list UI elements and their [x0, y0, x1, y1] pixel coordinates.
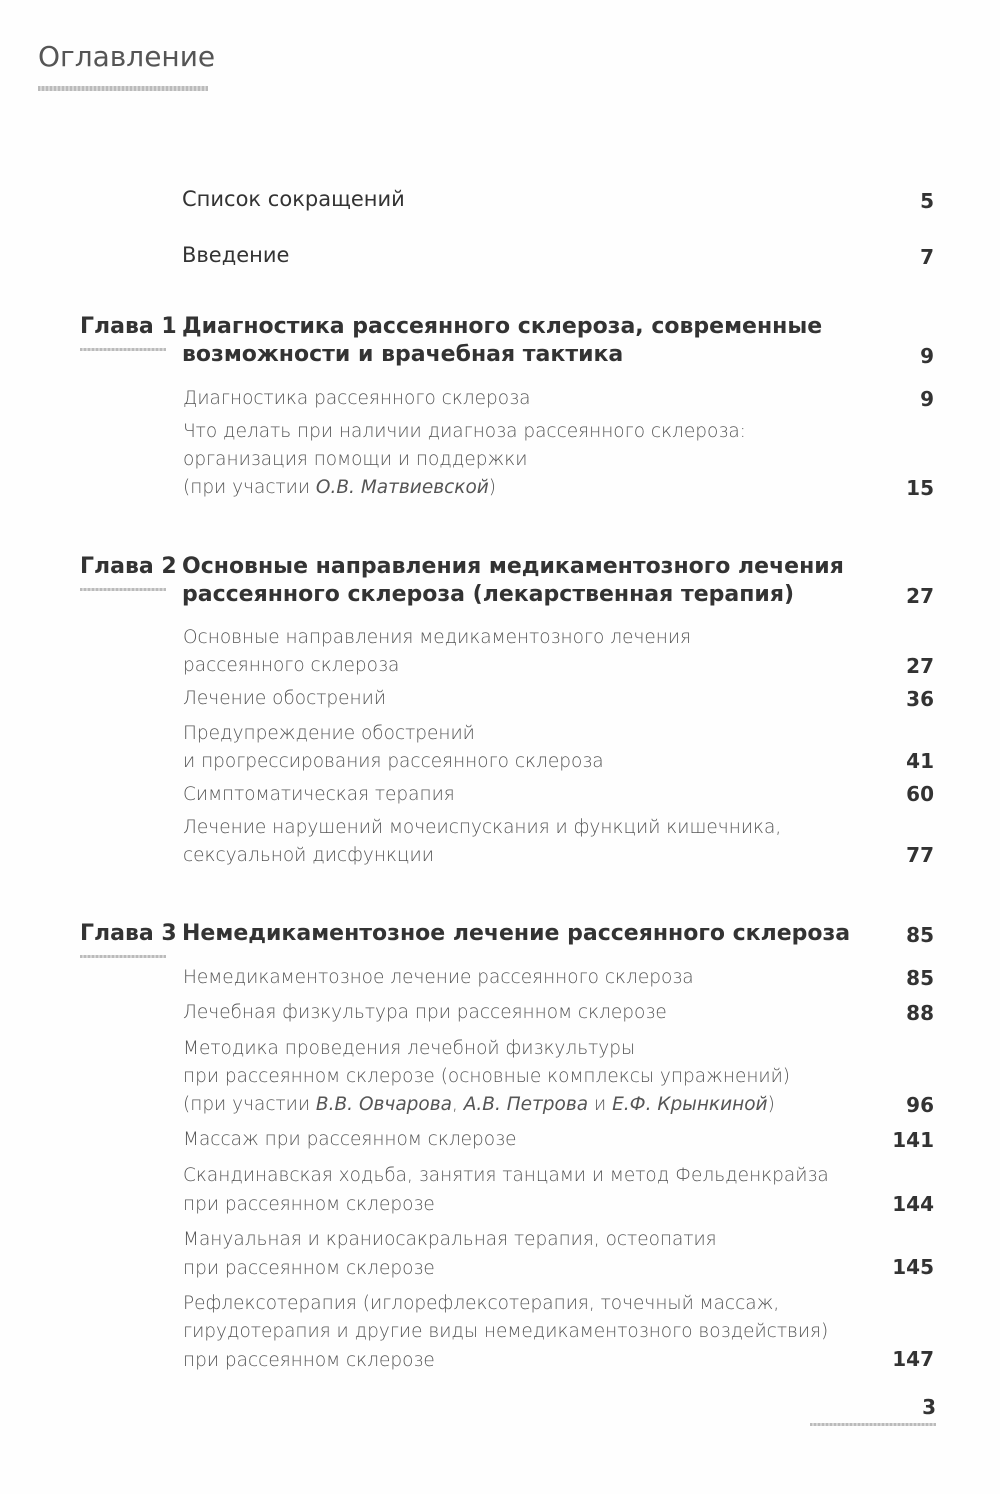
page-ref: 15 — [906, 476, 934, 500]
page-number-underline — [810, 1423, 936, 1426]
toc-section: Лечение обострений — [183, 688, 387, 709]
toc-section: гирудотерапия и другие виды немедикамент… — [183, 1321, 829, 1342]
chapter-underline — [80, 348, 166, 351]
toc-section: (при участии О.В. Матвиевской) — [183, 477, 496, 498]
title-underline — [38, 86, 208, 91]
chapter-title: возможности и врачебная тактика — [182, 342, 624, 367]
toc-entry-introduction: Введение — [182, 243, 290, 267]
toc-section: Методика проведения лечебной физкультуры — [183, 1038, 636, 1059]
text: , — [451, 1094, 464, 1115]
page-ref: 9 — [920, 344, 934, 368]
page-number: 3 — [922, 1395, 936, 1419]
page-ref: 85 — [906, 923, 934, 947]
page-ref: 27 — [906, 584, 934, 608]
toc-section: организация помощи и поддержки — [183, 449, 528, 470]
toc-section: Диагностика рассеянного склероза — [183, 388, 531, 409]
text: ) — [488, 477, 497, 498]
page-ref: 9 — [920, 387, 934, 411]
page-ref: 96 — [906, 1093, 934, 1117]
toc-section: сексуальной дисфункции — [183, 845, 434, 866]
text: (при участии — [183, 1094, 316, 1115]
contributor: О.В. Матвиевской — [315, 477, 489, 498]
text: ) — [767, 1094, 775, 1115]
text: (при участии — [183, 477, 316, 498]
toc-section: Лечение нарушений мочеиспускания и функц… — [183, 817, 782, 838]
page-ref: 41 — [906, 749, 934, 773]
toc-section: Массаж при рассеянном склерозе — [183, 1129, 517, 1150]
page-ref: 147 — [892, 1347, 934, 1371]
toc-section: при рассеянном склерозе — [183, 1258, 435, 1279]
toc-section: Лечебная физкультура при рассеянном скле… — [183, 1002, 667, 1023]
chapter-title: рассеянного склероза (лекарственная тера… — [182, 582, 795, 607]
toc-section: Мануальная и краниосакральная терапия, о… — [183, 1229, 717, 1250]
text: и — [588, 1094, 613, 1115]
page-ref: 7 — [920, 245, 934, 269]
page-ref: 36 — [906, 687, 934, 711]
page-ref: 88 — [906, 1001, 934, 1025]
page-ref: 144 — [892, 1192, 934, 1216]
page-ref: 60 — [906, 782, 934, 806]
chapter-title: Диагностика рассеянного склероза, соврем… — [182, 314, 823, 339]
chapter-label: Глава 3 — [80, 921, 177, 946]
toc-section: при рассеянном склерозе (основные компле… — [183, 1066, 791, 1087]
toc-section: Основные направления медикаментозного ле… — [183, 627, 691, 648]
toc-section: и прогрессирования рассеянного склероза — [183, 751, 604, 772]
toc-section: Немедикаментозное лечение рассеянного ск… — [183, 967, 694, 988]
toc-section: (при участии В.В. Овчарова, А.В. Петрова… — [183, 1094, 775, 1115]
toc-entry-abbreviations: Список сокращений — [182, 187, 405, 211]
chapter-label: Глава 1 — [80, 314, 177, 339]
page-title: Оглавление — [38, 40, 216, 73]
page-ref: 141 — [892, 1128, 934, 1152]
page-ref: 77 — [906, 843, 934, 867]
page-ref: 85 — [906, 966, 934, 990]
toc-section: Скандинавская ходьба, занятия танцами и … — [183, 1165, 829, 1186]
toc-section: Симптоматическая терапия — [183, 784, 455, 805]
contributor: В.В. Овчарова — [315, 1094, 452, 1115]
contributor: А.В. Петрова — [463, 1094, 589, 1115]
toc-section: Что делать при наличии диагноза рассеянн… — [183, 421, 746, 442]
chapter-underline — [80, 955, 166, 958]
page-ref: 145 — [892, 1255, 934, 1279]
chapter-label: Глава 2 — [80, 554, 177, 579]
chapter-title: Основные направления медикаментозного ле… — [182, 554, 844, 579]
chapter-title: Немедикаментозное лечение рассеянного ск… — [182, 921, 851, 946]
toc-section: рассеянного склероза — [183, 655, 400, 676]
chapter-underline — [80, 588, 166, 591]
page-ref: 5 — [920, 189, 934, 213]
toc-section: Рефлексотерапия (иглорефлексотерапия, то… — [183, 1293, 780, 1314]
toc-section: Предупреждение обострений — [183, 723, 475, 744]
page-ref: 27 — [906, 654, 934, 678]
toc-section: при рассеянном склерозе — [183, 1194, 435, 1215]
contributor: Е.Ф. Крынкиной — [612, 1094, 768, 1115]
toc-section: при рассеянном склерозе — [183, 1350, 435, 1371]
